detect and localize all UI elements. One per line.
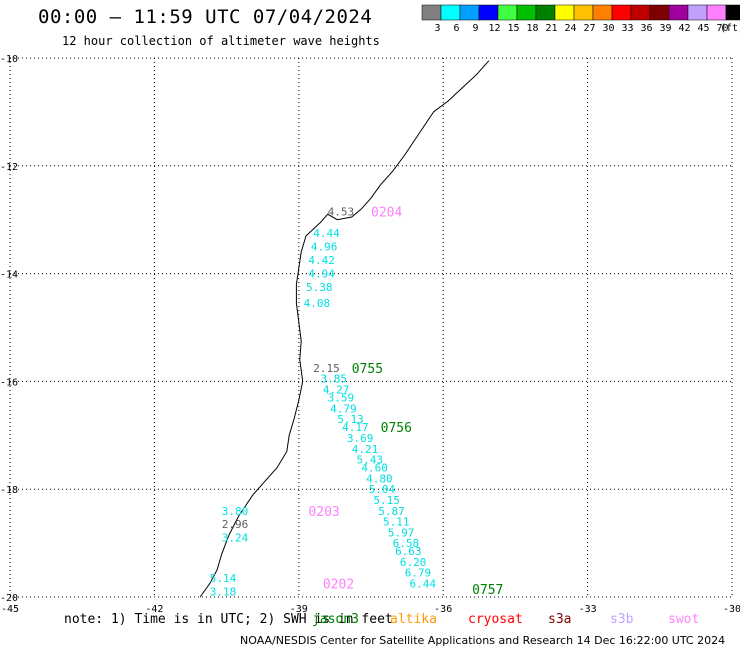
wave-height-value: 4.08 xyxy=(304,297,331,310)
wave-height-value: 2.96 xyxy=(222,518,249,531)
page-subtitle: 12 hour collection of altimeter wave hei… xyxy=(62,34,380,48)
legend-label: 39 xyxy=(659,23,671,34)
lon-tick-label: -33 xyxy=(579,604,597,615)
wave-height-value: 2.15 xyxy=(313,362,340,375)
legend-label: 70 xyxy=(716,23,728,34)
satellite-label: cryosat xyxy=(468,612,523,627)
satellite-label: altika xyxy=(390,612,437,627)
lat-tick-label: -10 xyxy=(0,54,18,65)
satellite-label: jason3 xyxy=(312,612,359,627)
wave-height-value: 6.58 xyxy=(393,537,420,550)
legend-label: 12 xyxy=(488,23,500,34)
wave-height-value: 5.13 xyxy=(337,413,364,426)
pass-time-label: 0756 xyxy=(381,421,412,436)
wave-height-value: 6.44 xyxy=(410,578,437,591)
wave-height-value: 5.87 xyxy=(378,505,405,518)
legend-swatch xyxy=(725,4,740,21)
satellite-label: s3a xyxy=(548,612,572,627)
wave-height-value: 4.44 xyxy=(313,227,340,240)
legend-label: 27 xyxy=(583,23,595,34)
wave-height-value: 6.20 xyxy=(400,556,427,569)
wave-height-value: 3.24 xyxy=(222,532,249,545)
wave-height-value: 4.53 xyxy=(328,206,355,219)
lat-tick-label: -14 xyxy=(0,270,18,281)
lon-tick-label: -30 xyxy=(723,604,740,615)
legend-label: 3 xyxy=(434,23,440,34)
wave-height-value: 5.11 xyxy=(383,516,410,529)
legend-label: 30 xyxy=(602,23,614,34)
legend-label: 9 xyxy=(472,23,478,34)
wave-height-value: 6.79 xyxy=(405,567,432,580)
wave-height-value: 5.14 xyxy=(210,572,237,585)
legend-label: 33 xyxy=(621,23,633,34)
wave-height-value: 4.96 xyxy=(311,241,338,254)
wave-height-value: 4.17 xyxy=(342,421,369,434)
wave-height-value: 5.04 xyxy=(369,483,396,496)
satellite-label: swot xyxy=(668,612,700,627)
legend-unit: (ft) xyxy=(720,23,740,34)
lon-tick-label: -42 xyxy=(145,604,163,615)
wave-height-value: 4.60 xyxy=(361,462,388,475)
wave-height-value: 4.94 xyxy=(308,268,335,281)
wave-height-value: 4.42 xyxy=(308,254,335,267)
legend-label: 18 xyxy=(526,23,538,34)
legend-label: 6 xyxy=(453,23,459,34)
wave-height-value: 4.27 xyxy=(323,383,350,396)
wave-height-value: 5.97 xyxy=(388,526,415,539)
wave-height-value: 3.18 xyxy=(210,586,237,599)
pass-time-label: 0203 xyxy=(308,505,339,520)
legend-label: 21 xyxy=(545,23,557,34)
lat-tick-label: -16 xyxy=(0,377,18,388)
lon-tick-label: -36 xyxy=(434,604,452,615)
legend-label: 24 xyxy=(564,23,576,34)
satellite-label: s3b xyxy=(610,612,634,627)
wave-height-value: 5.38 xyxy=(306,281,333,294)
wave-height-value: 5.15 xyxy=(373,494,400,507)
pass-time-label: 0204 xyxy=(371,206,402,221)
page-title: 00:00 – 11:59 UTC 07/04/2024 xyxy=(38,6,373,28)
pass-time-label: 0757 xyxy=(472,583,503,598)
coastline xyxy=(199,60,490,598)
wave-height-value: 3.85 xyxy=(320,373,347,386)
legend-label: 45 xyxy=(697,23,709,34)
legend-label: 42 xyxy=(678,23,690,34)
wave-height-value: 3.69 xyxy=(347,432,374,445)
lat-tick-label: -18 xyxy=(0,485,18,496)
wave-height-value: 4.79 xyxy=(330,402,357,415)
pass-time-label: 0755 xyxy=(352,362,383,377)
wave-height-value: 6.63 xyxy=(395,545,422,558)
lon-tick-label: -45 xyxy=(1,604,19,615)
wave-height-value: 3.80 xyxy=(222,505,249,518)
pass-time-label: 0202 xyxy=(323,578,354,593)
lon-tick-label: -39 xyxy=(290,604,308,615)
wave-height-value: 5.43 xyxy=(357,454,384,467)
lat-tick-label: -12 xyxy=(0,162,18,173)
footer-credit: NOAA/NESDIS Center for Satellite Applica… xyxy=(240,634,726,647)
wave-height-value: 3.59 xyxy=(328,392,355,405)
wave-height-value: 4.21 xyxy=(352,443,379,456)
legend-label: 36 xyxy=(640,23,652,34)
lat-tick-label: -20 xyxy=(0,593,18,604)
note-text: note: 1) Time is in UTC; 2) SWH is in fe… xyxy=(64,612,393,627)
wave-height-value: 4.80 xyxy=(366,472,393,485)
legend-label: 15 xyxy=(507,23,519,34)
